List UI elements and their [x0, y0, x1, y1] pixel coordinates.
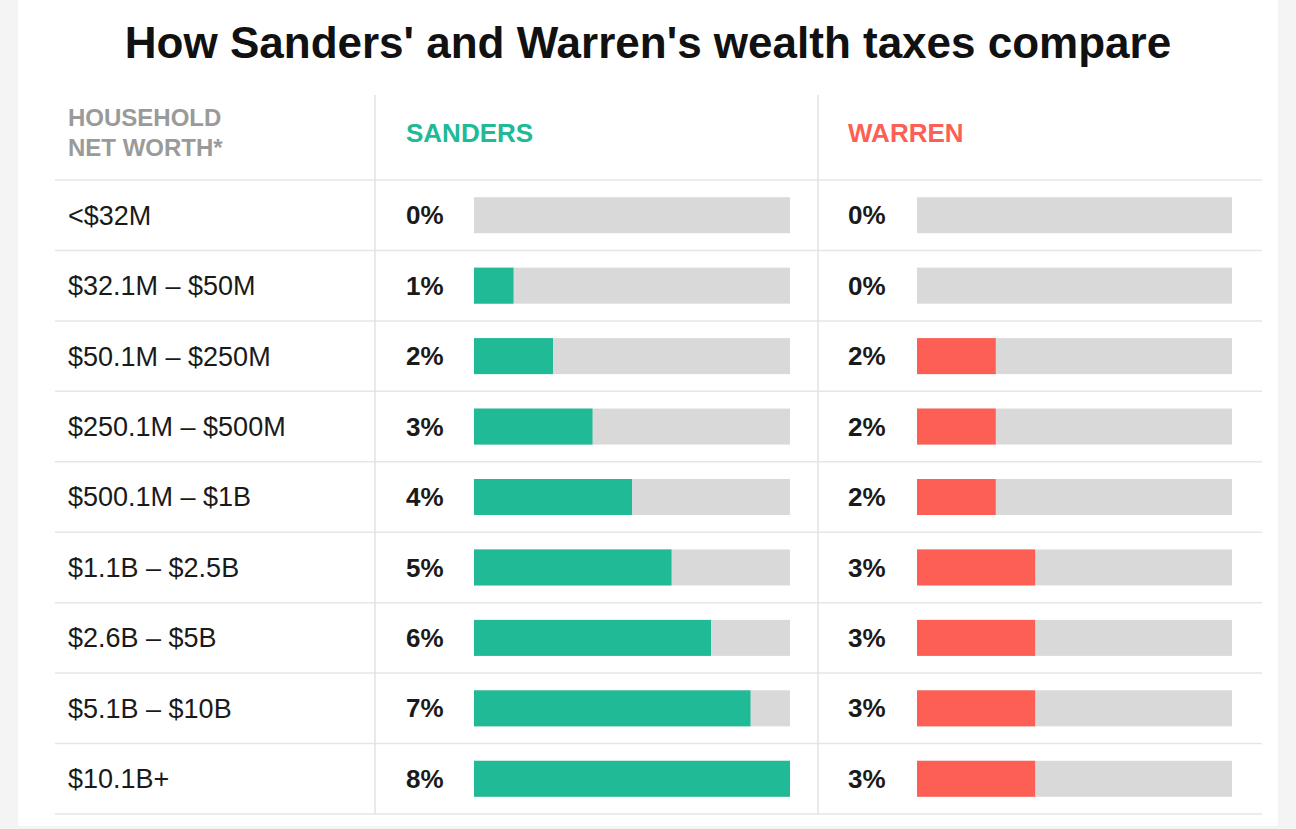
category-label: $1.1B – $2.5B [68, 553, 239, 583]
series-name: SANDERS [406, 118, 533, 148]
data-label: 0% [406, 200, 444, 230]
row-separator [55, 602, 1262, 604]
column-divider [374, 95, 376, 814]
bar [917, 479, 996, 515]
data-label: 8% [406, 764, 444, 794]
bar [917, 197, 918, 233]
data-label: 2% [848, 341, 886, 371]
data-label: 3% [406, 412, 444, 442]
row-separator [55, 672, 1262, 674]
data-labels: 0% 1% 2% 3% 4% 5% 6% 7% 8% [406, 200, 444, 794]
bar [474, 268, 514, 304]
data-label: 3% [848, 553, 886, 583]
range-track [474, 479, 790, 515]
data-labels: 0% 0% 2% 2% 2% 3% 3% 3% 3% [848, 200, 886, 794]
data-label: 2% [406, 341, 444, 371]
bar [474, 761, 790, 797]
bar [917, 338, 996, 374]
data-label: 3% [848, 623, 886, 653]
range-track [474, 620, 790, 656]
category-header: HOUSEHOLDNET WORTH* [68, 104, 223, 161]
bar [474, 620, 711, 656]
title: How Sanders' and Warren's wealth taxes c… [125, 18, 1171, 67]
bar [474, 409, 593, 445]
row-separator [55, 461, 1262, 463]
range-track [474, 268, 790, 304]
range-track [474, 197, 790, 233]
row-separator [55, 250, 1262, 252]
range-track [917, 479, 1232, 515]
data-label: 1% [406, 271, 444, 301]
data-label: 0% [848, 271, 886, 301]
category-label: $10.1B+ [68, 764, 169, 794]
range-track [917, 197, 1232, 233]
bars [917, 338, 1035, 797]
range-track [917, 409, 1232, 445]
category-label: $2.6B – $5B [68, 623, 217, 653]
row-separator [55, 391, 1262, 393]
range-track [917, 338, 1232, 374]
background [0, 0, 1296, 829]
range-track [474, 761, 790, 797]
tracks [474, 197, 790, 797]
category-label: $5.1B – $10B [68, 694, 232, 724]
data-label: 5% [406, 553, 444, 583]
bar [474, 690, 751, 726]
bar [917, 761, 1035, 797]
range-track [474, 338, 790, 374]
row-separator [55, 531, 1262, 533]
row-separators [55, 180, 1262, 814]
data-label: 7% [406, 693, 444, 723]
category-label: <$32M [68, 201, 151, 231]
range-track [474, 409, 790, 445]
range-track [474, 549, 790, 585]
chart: How Sanders' and Warren's wealth taxes c… [0, 0, 1296, 829]
category-label: $250.1M – $500M [68, 412, 286, 442]
row-separator [55, 320, 1262, 322]
data-label: 4% [406, 482, 444, 512]
bar [474, 338, 553, 374]
data-label: 2% [848, 412, 886, 442]
range-track [917, 620, 1232, 656]
series-name: WARREN [848, 118, 964, 148]
bar [474, 479, 632, 515]
card [18, 0, 1278, 826]
bar [474, 549, 672, 585]
range-track [474, 690, 790, 726]
range-track [917, 690, 1232, 726]
row-separator [55, 179, 1262, 181]
row-separator [55, 813, 1262, 815]
bar [917, 409, 996, 445]
bar [917, 268, 918, 304]
data-label: 6% [406, 623, 444, 653]
row-separator [55, 743, 1262, 745]
bars [474, 268, 790, 797]
category-axis: <$32M $32.1M – $50M $50.1M – $250M $250.1M … [68, 201, 286, 795]
data-label: 3% [848, 764, 886, 794]
bar [917, 620, 1035, 656]
range-track [917, 268, 1232, 304]
category-label: $50.1M – $250M [68, 342, 271, 372]
bar [917, 549, 1035, 585]
data-label: 3% [848, 693, 886, 723]
column-divider [817, 95, 819, 814]
bar [917, 690, 1035, 726]
range-track [917, 549, 1232, 585]
data-label: 0% [848, 200, 886, 230]
bar [474, 197, 475, 233]
data-label: 2% [848, 482, 886, 512]
category-label: $32.1M – $50M [68, 271, 256, 301]
category-label: $500.1M – $1B [68, 482, 251, 512]
range-track [917, 761, 1232, 797]
tracks [917, 197, 1232, 797]
